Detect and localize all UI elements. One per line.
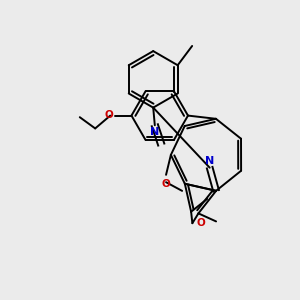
Text: O: O [196,218,205,228]
Text: O: O [162,179,170,189]
Text: O: O [104,110,113,120]
Text: N: N [205,156,214,166]
Text: N: N [150,127,159,137]
